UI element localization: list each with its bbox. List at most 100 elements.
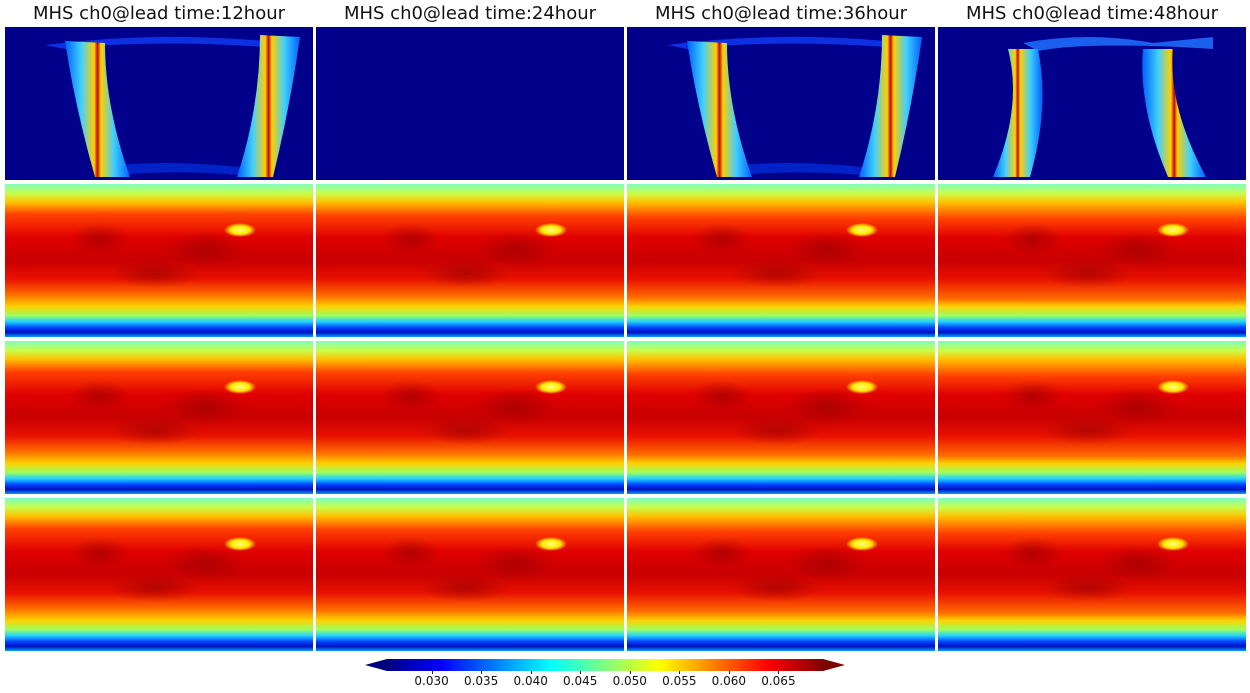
field-patch [1098,545,1178,581]
field-patch [165,545,245,581]
column-title-12h: MHS ch0@lead time:12hour [32,3,286,24]
heatmap-svg [316,27,624,180]
swath-arc [717,163,862,177]
heatmap-svg [938,498,1246,651]
heatmap-panel-r1-c1 [316,184,624,337]
heatmap-panel-r3-c2 [627,498,935,651]
heatmap-panel-r2-c3 [938,341,1246,494]
field-highlight [535,380,567,394]
field-patch [421,417,511,445]
field-patch [165,388,245,424]
heatmap-svg [316,498,624,651]
field-patch [165,231,245,267]
heatmap-svg [5,498,313,651]
field-highlight [535,537,567,551]
field-patch [732,260,822,288]
swath-background [938,27,1246,180]
swath-arc [1023,37,1213,51]
field-highlight [224,537,256,551]
heatmap-svg [938,27,1246,180]
heatmap-svg [627,498,935,651]
field-patch [110,574,200,602]
colorbar-extend-max [823,659,845,671]
colorbar-tick-label: 0.030 [414,674,449,688]
heatmap-panel-r1-c0 [5,184,313,337]
field-patch [1043,417,1133,445]
field-patch [476,231,556,267]
field-patch [110,260,200,288]
colorbar-body [387,659,823,671]
heatmap-svg [938,341,1246,494]
field-highlight [1157,537,1189,551]
colorbar-gradient [365,659,845,671]
colorbar-tick-mark [580,671,582,674]
heatmap-panel-r0-c2 [627,27,935,180]
field-patch [381,223,441,255]
colorbar-tick-label: 0.065 [761,674,796,688]
heatmap-panel-r3-c0 [5,498,313,651]
field-patch [381,380,441,412]
swath-arc [667,36,887,49]
colorbar-tick-label: 0.055 [662,674,697,688]
field-highlight [224,223,256,237]
heatmap-panel-r0-c1 [316,27,624,180]
column-title-24h: MHS ch0@lead time:24hour [343,3,597,24]
field-patch [421,574,511,602]
heatmap-panel-r1-c2 [627,184,935,337]
heatmap-panel-r0-c0 [5,27,313,180]
field-highlight [846,380,878,394]
field-highlight [535,223,567,237]
colorbar [365,659,845,671]
colorbar-tick-mark [629,671,631,674]
heatmap-panel-r2-c0 [5,341,313,494]
heatmap-svg [938,184,1246,337]
field-patch [1003,537,1063,569]
field-patch [1098,388,1178,424]
field-patch [1098,231,1178,267]
field-patch [1043,260,1133,288]
colorbar-tick-mark [679,671,681,674]
field-patch [732,417,822,445]
swath-arc [95,163,240,177]
colorbar-tick-label: 0.050 [612,674,647,688]
swath-right [859,35,922,177]
heatmap-svg [627,27,935,180]
colorbar-tick-mark [778,671,780,674]
swath-right [237,35,300,177]
heatmap-svg [316,341,624,494]
heatmap-panel-r0-c3 [938,27,1246,180]
field-patch [787,231,867,267]
colorbar-tick-mark [431,671,433,674]
column-title-36h: MHS ch0@lead time:36hour [654,3,908,24]
heatmap-svg [316,184,624,337]
heatmap-svg [5,341,313,494]
field-patch [692,537,752,569]
swath-left [993,49,1043,177]
field-patch [1003,380,1063,412]
field-patch [787,388,867,424]
heatmap-svg [627,184,935,337]
field-patch [476,545,556,581]
colorbar-tick-mark [728,671,730,674]
column-title-48h: MHS ch0@lead time:48hour [965,3,1219,24]
colorbar-tick-label: 0.040 [513,674,548,688]
heatmap-panel-r1-c3 [938,184,1246,337]
field-patch [1003,223,1063,255]
field-highlight [1157,380,1189,394]
heatmap-svg [5,184,313,337]
field-highlight [224,380,256,394]
heatmap-panel-r2-c2 [627,341,935,494]
field-patch [476,388,556,424]
field-patch [381,537,441,569]
swath-left [687,41,752,177]
heatmap-panel-r3-c1 [316,498,624,651]
heatmap-svg [5,27,313,180]
heatmap-panel-r2-c1 [316,341,624,494]
field-patch [1043,574,1133,602]
heatmap-svg [627,341,935,494]
heatmap-panel-r3-c3 [938,498,1246,651]
empty-field [316,27,624,180]
field-patch [421,260,511,288]
field-patch [692,223,752,255]
field-highlight [846,537,878,551]
